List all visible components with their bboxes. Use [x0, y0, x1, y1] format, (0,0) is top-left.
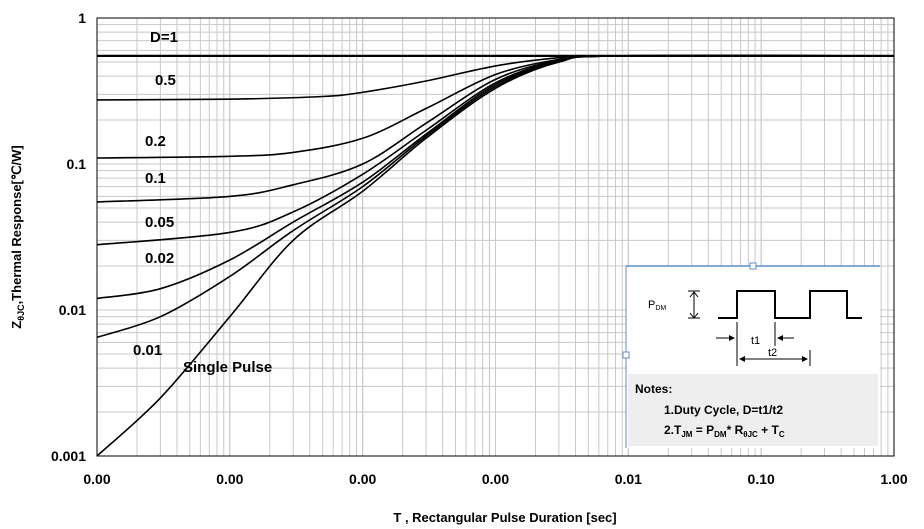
pdm-label-main: P — [648, 299, 655, 311]
pdm-arrow-head-up — [689, 291, 699, 298]
curve-label: 0.05 — [145, 214, 174, 231]
y-tick-label: 0.001 — [51, 448, 86, 464]
t1-label: t1 — [751, 335, 760, 347]
x-axis-label: T , Rectangular Pulse Duration [sec] — [393, 510, 616, 525]
note2-part-3: DM — [714, 430, 727, 439]
t1-arrow-right-head — [777, 335, 783, 341]
pdm-label-sub: DM — [655, 305, 666, 312]
curve-label: D=1 — [150, 29, 178, 46]
x-tick-label: 0.00 — [83, 471, 110, 487]
y-tick-label: 1 — [78, 10, 86, 26]
y-axis-label-sub: θJC — [16, 304, 26, 321]
x-tick-label: 0.00 — [482, 471, 509, 487]
curve-label: 0.1 — [145, 170, 166, 187]
pdm-label: PDM — [648, 299, 666, 312]
curve-label: 0.2 — [145, 133, 166, 150]
inset-notes-background — [628, 374, 878, 446]
x-tick-label: 1.00 — [880, 471, 907, 487]
note-duty-cycle: 1.Duty Cycle, D=t1/t2 — [664, 403, 783, 417]
y-axis-label-main: Z — [9, 321, 24, 329]
curves — [96, 54, 895, 457]
y-axis-label-rest: ,Thermal Response[℃/W] — [9, 145, 24, 304]
inset-handle-left — [622, 351, 630, 359]
note-junction-temp: 2.TJM = PDM* RθJC + TC — [664, 423, 785, 439]
t2-label: t2 — [768, 347, 777, 359]
curve-label: 0.01 — [133, 342, 162, 359]
t1-arrow-left-head — [729, 335, 735, 341]
y-tick-label: 0.01 — [59, 302, 86, 318]
plot-frame — [96, 17, 895, 457]
note2-part-7: C — [779, 430, 785, 439]
curve-label: 0.5 — [155, 72, 176, 89]
t2-arrow-head-left — [739, 356, 745, 362]
curve-label: 0.02 — [145, 250, 174, 267]
x-tick-label: 0.10 — [748, 471, 775, 487]
t2-arrow-head-right — [802, 356, 808, 362]
y-tick-label: 0.1 — [67, 156, 87, 172]
x-tick-label: 0.01 — [615, 471, 642, 487]
grid — [96, 17, 895, 457]
note2-part-2: = P — [692, 423, 714, 437]
inset-diagram: PDM t1 t2 Notes: 1.Duty Cycle, D=t1/t2 2… — [622, 262, 880, 448]
curve-labels: D=1 0.5 0.2 0.1 0.05 0.02 0.01 Single Pulse — [133, 29, 272, 376]
curve-label: Single Pulse — [183, 359, 272, 376]
series-line-single-pulse — [96, 54, 895, 457]
note2-part-5: θJC — [743, 430, 758, 439]
note2-part-0: 2.T — [664, 423, 682, 437]
pulse-waveform — [718, 290, 862, 319]
pdm-arrow-head-down — [689, 312, 699, 319]
y-axis-label: ZθJC,Thermal Response[℃/W] — [9, 145, 26, 328]
inset-handle-top — [749, 262, 757, 270]
y-tick-labels: 0.001 0.01 0.1 1 — [51, 10, 86, 464]
notes-title: Notes: — [635, 382, 672, 396]
x-tick-label: 0.00 — [216, 471, 243, 487]
note2-part-1: JM — [681, 430, 692, 439]
x-tick-label: 0.00 — [349, 471, 376, 487]
note2-part-4: * R — [727, 423, 744, 437]
note2-part-6: + T — [758, 423, 780, 437]
